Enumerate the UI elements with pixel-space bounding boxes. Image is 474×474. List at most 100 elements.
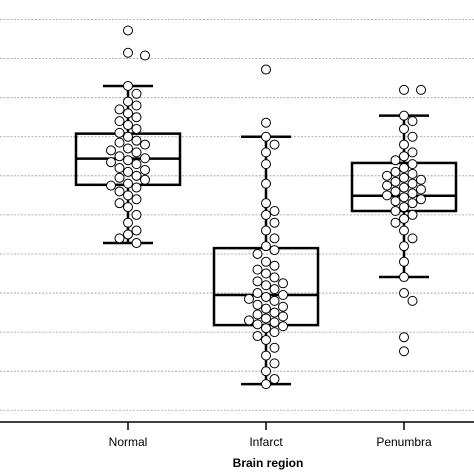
- data-point: [390, 217, 401, 228]
- data-point: [114, 104, 125, 115]
- data-point: [382, 170, 392, 181]
- data-point: [114, 233, 125, 244]
- data-point: [131, 209, 142, 220]
- data-point: [252, 264, 263, 275]
- data-point: [261, 366, 271, 377]
- data-point: [390, 155, 401, 166]
- data-point: [407, 209, 418, 220]
- data-point: [407, 198, 418, 209]
- data-point: [131, 238, 142, 249]
- data-point: [390, 196, 401, 207]
- x-tick-label: Penumbra: [376, 435, 432, 449]
- data-point: [399, 241, 409, 252]
- data-point: [244, 315, 254, 326]
- data-point: [269, 245, 280, 256]
- data-point: [407, 168, 418, 179]
- data-point: [278, 290, 288, 301]
- data-point: [106, 145, 116, 156]
- data-point: [252, 288, 263, 299]
- data-point: [407, 178, 418, 189]
- data-point: [140, 164, 150, 175]
- data-point: [114, 198, 125, 209]
- data-point: [278, 311, 288, 322]
- data-point: [244, 293, 254, 304]
- data-point: [382, 190, 392, 201]
- data-point: [407, 295, 418, 306]
- data-point: [269, 374, 280, 385]
- data-point: [131, 159, 142, 170]
- data-point: [407, 188, 418, 199]
- x-tick-label: Normal: [109, 435, 148, 449]
- data-point: [261, 198, 271, 209]
- data-point: [407, 159, 418, 170]
- data-point: [123, 178, 133, 189]
- data-point: [123, 202, 133, 213]
- data-point: [399, 213, 409, 224]
- data-point: [261, 350, 271, 361]
- data-point: [261, 291, 271, 302]
- data-point: [399, 346, 409, 357]
- data-point: [123, 47, 133, 58]
- data-point: [399, 139, 409, 150]
- data-point: [390, 166, 401, 177]
- data-point: [399, 192, 409, 203]
- data-point: [416, 184, 426, 195]
- data-point: [140, 153, 150, 164]
- data-point: [382, 180, 392, 191]
- data-point: [123, 217, 133, 228]
- data-point: [399, 84, 409, 95]
- data-point: [140, 50, 150, 61]
- data-point: [114, 151, 125, 162]
- data-point: [123, 155, 133, 166]
- data-point: [269, 217, 280, 228]
- data-point: [278, 301, 288, 312]
- data-point: [252, 319, 263, 330]
- data-point: [131, 194, 142, 205]
- data-point: [131, 112, 142, 123]
- data-point: [407, 233, 418, 244]
- data-point: [131, 182, 142, 193]
- data-point: [399, 202, 409, 213]
- data-point: [269, 284, 280, 295]
- data-point: [269, 327, 280, 338]
- data-point: [416, 194, 426, 205]
- data-point: [131, 88, 142, 99]
- data-point: [269, 358, 280, 369]
- data-point: [261, 117, 271, 128]
- data-point: [114, 163, 125, 174]
- data-point: [407, 147, 418, 158]
- data-point: [123, 120, 133, 131]
- data-point: [269, 317, 280, 328]
- data-point: [261, 256, 271, 267]
- data-point: [399, 256, 409, 267]
- data-point: [114, 127, 125, 138]
- data-point: [261, 241, 271, 252]
- data-point: [114, 137, 125, 148]
- data-point: [106, 157, 116, 168]
- data-point: [269, 233, 280, 244]
- data-point: [399, 123, 409, 134]
- data-point: [131, 123, 142, 134]
- x-axis-label: Brain region: [233, 456, 304, 470]
- data-point: [399, 272, 409, 283]
- data-point: [390, 176, 401, 187]
- data-point: [407, 116, 418, 127]
- data-point: [114, 186, 125, 197]
- data-point: [269, 295, 280, 306]
- data-point: [261, 159, 271, 170]
- data-point: [123, 190, 133, 201]
- data-point: [261, 225, 271, 236]
- data-point: [261, 303, 271, 314]
- data-point: [252, 331, 263, 342]
- data-point: [269, 139, 280, 150]
- data-point: [123, 229, 133, 240]
- data-point: [123, 80, 133, 91]
- data-point: [123, 96, 133, 107]
- data-point: [123, 25, 133, 36]
- data-point: [123, 108, 133, 119]
- data-point: [269, 260, 280, 271]
- data-point: [269, 206, 280, 216]
- data-point: [399, 288, 409, 299]
